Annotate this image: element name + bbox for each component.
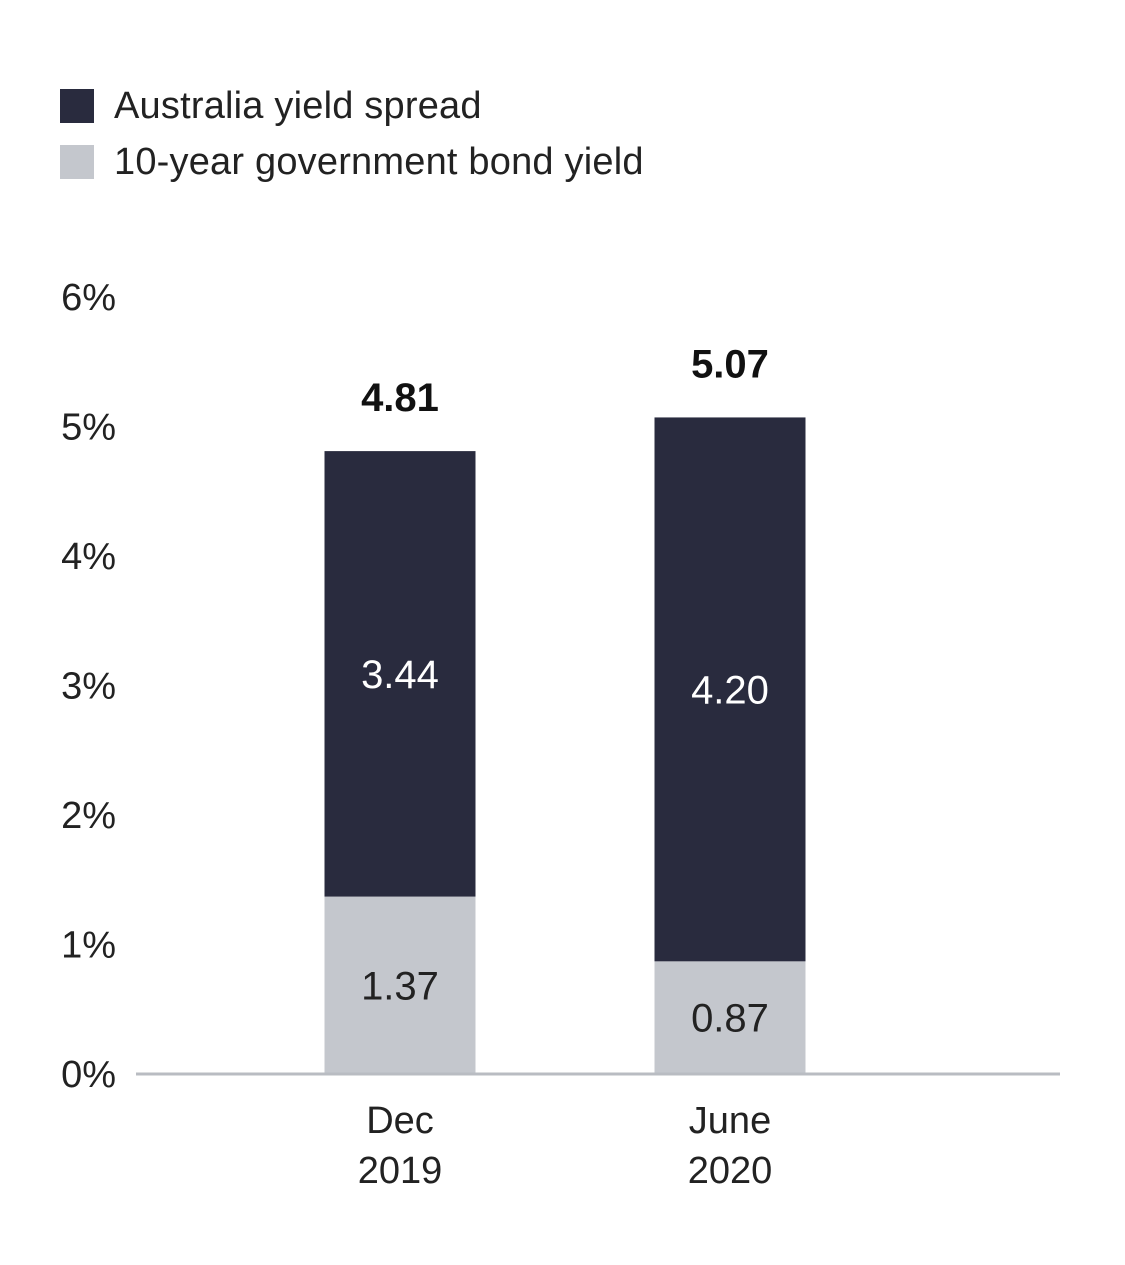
segment-value-label: 1.37 bbox=[361, 964, 439, 1008]
bar-segment bbox=[654, 417, 806, 962]
x-tick-label-line2: 2019 bbox=[358, 1150, 443, 1192]
y-tick-label: 4% bbox=[61, 536, 116, 578]
chart-legend: Australia yield spread 10-year governmen… bbox=[60, 78, 644, 190]
legend-label-bond-yield: 10-year government bond yield bbox=[114, 140, 644, 183]
bar-total-label: 4.81 bbox=[361, 376, 439, 420]
bar-segment bbox=[324, 896, 476, 1074]
x-tick-label-line2: 2020 bbox=[688, 1150, 773, 1192]
y-tick-label: 6% bbox=[61, 277, 116, 319]
y-tick-label: 2% bbox=[61, 795, 116, 837]
bar-segment bbox=[324, 451, 476, 897]
legend-item-yield-spread: Australia yield spread bbox=[60, 78, 644, 134]
legend-label-yield-spread: Australia yield spread bbox=[114, 84, 482, 127]
y-tick-label: 5% bbox=[61, 407, 116, 449]
legend-item-bond-yield: 10-year government bond yield bbox=[60, 134, 644, 190]
x-tick-label-line1: Dec bbox=[366, 1100, 434, 1142]
legend-swatch-yield-spread bbox=[60, 89, 94, 123]
segment-value-label: 3.44 bbox=[361, 653, 439, 697]
y-tick-label: 1% bbox=[61, 925, 116, 967]
legend-swatch-bond-yield bbox=[60, 145, 94, 179]
x-tick-label-line1: June bbox=[689, 1100, 771, 1142]
bar-segment bbox=[654, 961, 806, 1074]
segment-value-label: 0.87 bbox=[691, 997, 769, 1041]
segment-value-label: 4.20 bbox=[691, 668, 769, 712]
y-tick-label: 0% bbox=[61, 1054, 116, 1096]
bar-total-label: 5.07 bbox=[691, 342, 769, 386]
y-tick-label: 3% bbox=[61, 666, 116, 708]
